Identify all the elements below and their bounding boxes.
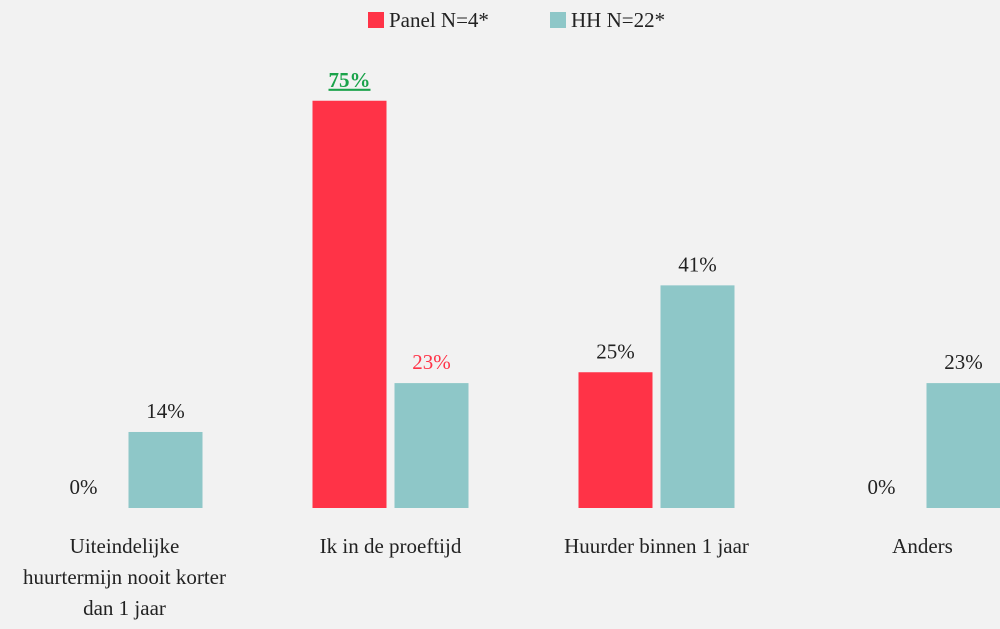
bar [394,383,469,508]
bar [660,285,735,508]
x-tick-label: Uiteindelijke huurtermijn nooit korter d… [23,534,226,620]
data-label: 23% [944,350,983,374]
bar [128,431,203,508]
data-label: 14% [146,399,185,423]
data-label: 23% [412,350,451,374]
bar [578,372,653,508]
x-tick-label: Ik in de proeftijd [319,534,462,558]
bar [926,383,1000,508]
legend-swatch [368,12,384,28]
x-tick-label: Anders [892,534,953,558]
legend-label: Panel N=4* [389,8,489,32]
data-label: 0% [70,475,98,499]
data-label: 75% [329,68,371,92]
legend-swatch [550,12,566,28]
data-label: 25% [596,339,635,363]
legend-label: HH N=22* [571,8,665,32]
x-tick-label: Huurder binnen 1 jaar [564,534,749,558]
bar [312,100,387,508]
data-label: 41% [678,252,717,276]
data-label: 0% [868,475,896,499]
